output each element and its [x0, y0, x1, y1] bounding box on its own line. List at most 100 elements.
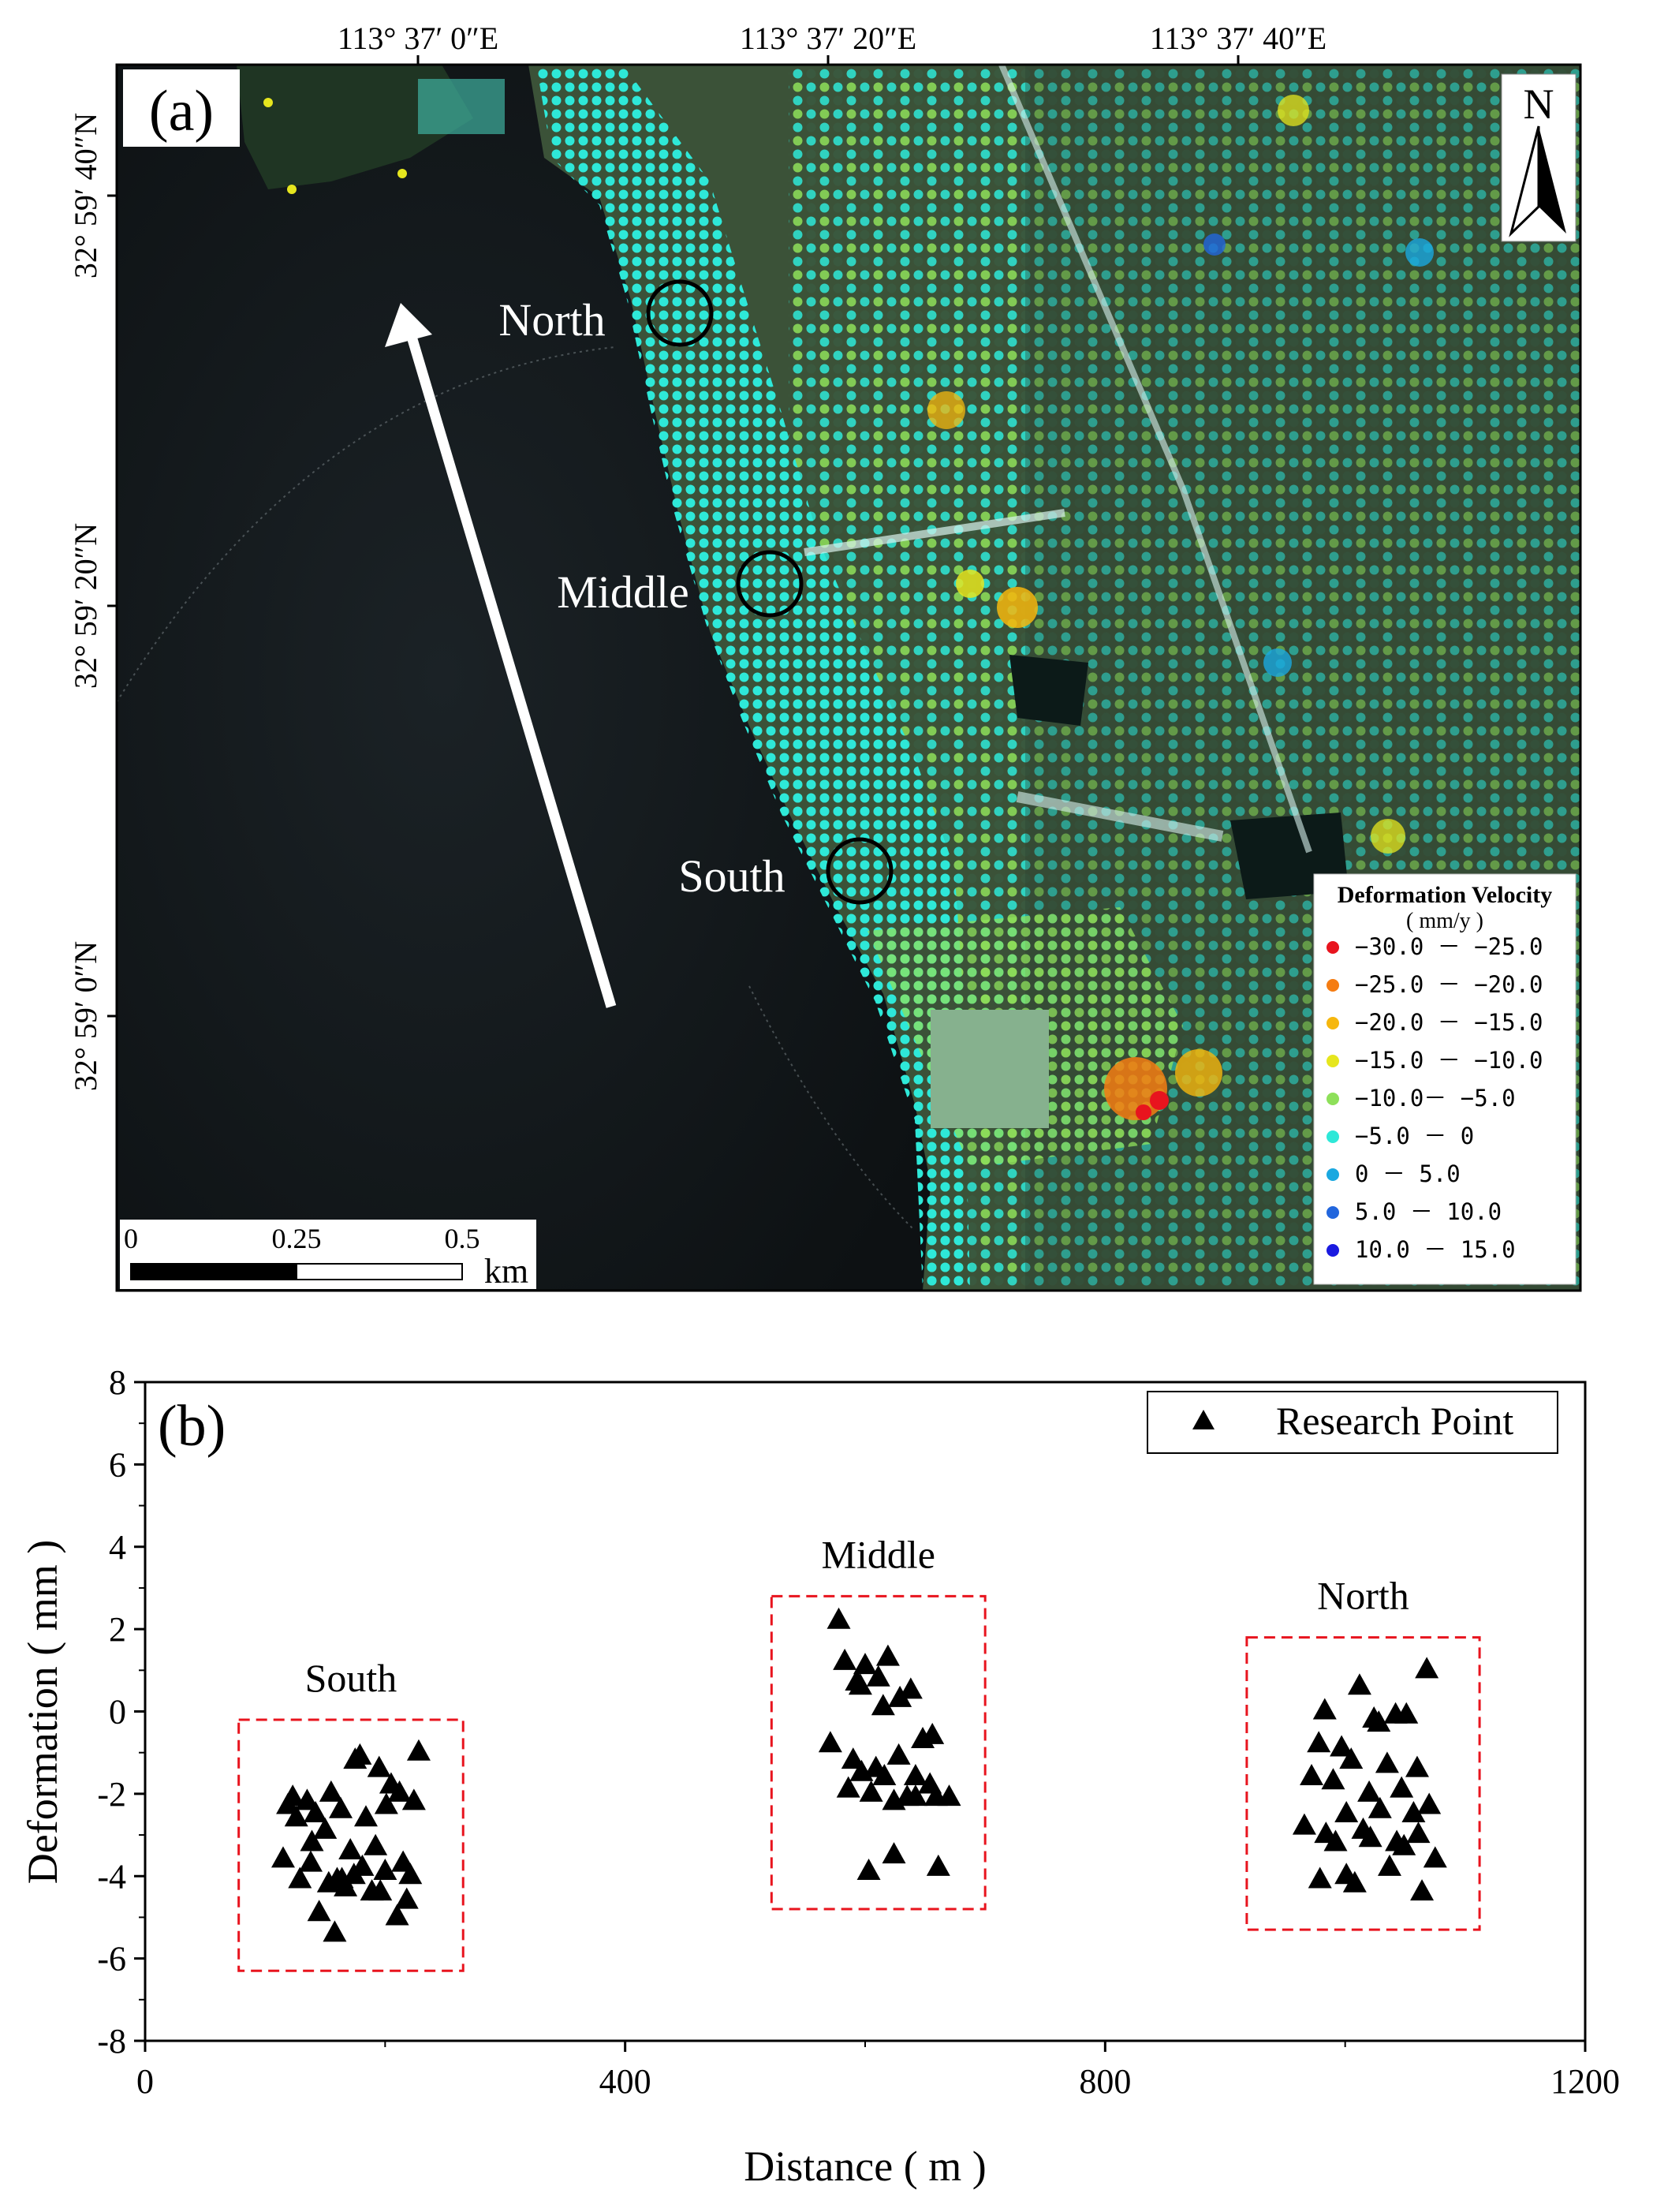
- site-south: South: [678, 837, 894, 905]
- research-point: [826, 1607, 851, 1629]
- research-point: [338, 1837, 363, 1859]
- research-point: [898, 1677, 923, 1699]
- research-point: [882, 1788, 906, 1810]
- research-point: [1334, 1863, 1359, 1885]
- y-axis-label: Deformation ( mm ): [19, 1540, 66, 1884]
- legend-item-label: −30.0 － −25.0: [1355, 933, 1543, 960]
- research-point: [886, 1743, 911, 1765]
- group-label-middle: Middle: [822, 1532, 935, 1576]
- research-point: [367, 1755, 391, 1777]
- site-north-label: North: [498, 294, 605, 346]
- north-arrow: N: [1501, 73, 1577, 242]
- site-middle-label: Middle: [557, 566, 689, 618]
- research-point: [401, 1788, 426, 1810]
- legend-title-line1: Deformation Velocity: [1338, 882, 1552, 908]
- research-point: [1300, 1764, 1324, 1785]
- research-point: [406, 1739, 431, 1761]
- research-point: [373, 1859, 397, 1881]
- research-point: [360, 1879, 384, 1901]
- research-point: [284, 1805, 308, 1827]
- research-point: [1312, 1698, 1337, 1720]
- velocity-legend: Deformation Velocity ( mm/y ) −30.0 － −2…: [1313, 873, 1577, 1285]
- research-point: [866, 1665, 890, 1687]
- research-point: [1394, 1702, 1419, 1724]
- research-point: [348, 1743, 372, 1765]
- panel-b-label: (b): [158, 1394, 226, 1459]
- research-point: [871, 1694, 895, 1716]
- legend-swatch: [1327, 979, 1339, 992]
- research-point: [848, 1673, 872, 1695]
- plot-frame: [144, 1381, 1587, 2042]
- group-box-north: [1245, 1636, 1481, 1931]
- y-tick-label: 8: [109, 1363, 126, 1402]
- research-point: [1410, 1879, 1435, 1901]
- direction-arrow: [385, 303, 617, 1008]
- research-point: [385, 1904, 409, 1926]
- research-point: [872, 1764, 897, 1785]
- legend-marker-triangle: [1192, 1410, 1215, 1429]
- research-point: [300, 1829, 324, 1851]
- research-point: [1377, 1854, 1401, 1876]
- research-point: [1292, 1813, 1316, 1835]
- y-axis: -8 -6 -4 -2 0 2 4 6 8: [97, 1363, 145, 2061]
- x-tick-label: 800: [1079, 2062, 1131, 2101]
- legend-item-label: −10.0－ −5.0: [1355, 1085, 1516, 1112]
- research-point: [1323, 1829, 1348, 1851]
- research-point: [1392, 1833, 1416, 1855]
- scale-unit: km: [484, 1252, 528, 1291]
- y-tick-label: 0: [109, 1693, 126, 1732]
- top-tick-3: 113° 37′ 40″E: [1150, 21, 1327, 56]
- y-tick-label: 6: [109, 1445, 126, 1484]
- y-tick-label: -4: [97, 1857, 126, 1896]
- panel-a-label: (a): [149, 79, 214, 144]
- left-tick-1: 32° 59′ 40″N: [68, 113, 103, 278]
- research-point: [1401, 1800, 1426, 1822]
- research-point: [1368, 1796, 1392, 1818]
- research-point: [288, 1866, 312, 1889]
- legend-item-label: −25.0 － −20.0: [1355, 971, 1543, 998]
- research-point: [1406, 1822, 1431, 1844]
- legend-swatch: [1327, 1168, 1339, 1181]
- top-tick-2: 113° 37′ 20″E: [740, 21, 916, 56]
- left-tick-2: 32° 59′ 20″N: [68, 523, 103, 689]
- lake: [117, 65, 931, 1291]
- research-point: [1357, 1780, 1382, 1802]
- research-point: [379, 1772, 403, 1794]
- legend-item-label: −20.0 － −15.0: [1355, 1009, 1543, 1036]
- site-north: North: [498, 279, 714, 347]
- legend-research-point-label: Research Point: [1276, 1399, 1513, 1443]
- legend-swatch: [1327, 1093, 1339, 1105]
- research-point: [1375, 1751, 1399, 1773]
- legend-swatch: [1327, 1055, 1339, 1067]
- research-point: [364, 1833, 388, 1855]
- panel-a-label-box: [123, 69, 240, 147]
- x-axis: 0 400 800 1200: [136, 2041, 1620, 2101]
- research-point: [271, 1846, 295, 1868]
- research-point: [1330, 1735, 1354, 1757]
- site-south-label: South: [678, 850, 785, 902]
- panel-a: 113° 37′ 0″E 113° 37′ 20″E 113° 37′ 40″E…: [68, 21, 1582, 1292]
- research-point: [882, 1842, 906, 1864]
- group-boxes: South Middle North: [237, 1532, 1481, 1972]
- research-point: [924, 1784, 948, 1807]
- legend-item-label: −15.0 － −10.0: [1355, 1047, 1543, 1074]
- research-point: [1367, 1710, 1391, 1732]
- group-box-south: [237, 1718, 465, 1972]
- legend-item-label: −5.0 － 0: [1355, 1123, 1474, 1149]
- research-point: [353, 1805, 378, 1827]
- panel-b: (b) -8 -6 -4 -2 0 2 4 6 8 0 400 800 1200 Deformatio…: [19, 1363, 1620, 2190]
- research-point: [836, 1776, 860, 1798]
- research-points: [271, 1607, 1447, 1942]
- legend-item-label: 5.0 － 10.0: [1355, 1198, 1502, 1225]
- research-point: [298, 1850, 323, 1872]
- research-point: [859, 1780, 883, 1802]
- legend-item-label: 0 － 5.0: [1355, 1160, 1461, 1187]
- research-point: [875, 1644, 900, 1666]
- y-tick-label: -2: [97, 1775, 126, 1814]
- scale-bar: 0 0.25 0.5 km: [120, 1220, 536, 1291]
- research-point: [1417, 1792, 1442, 1814]
- research-point: [1390, 1776, 1414, 1798]
- y-tick-label: 4: [109, 1528, 126, 1567]
- research-point: [853, 1653, 877, 1675]
- research-point: [903, 1784, 927, 1807]
